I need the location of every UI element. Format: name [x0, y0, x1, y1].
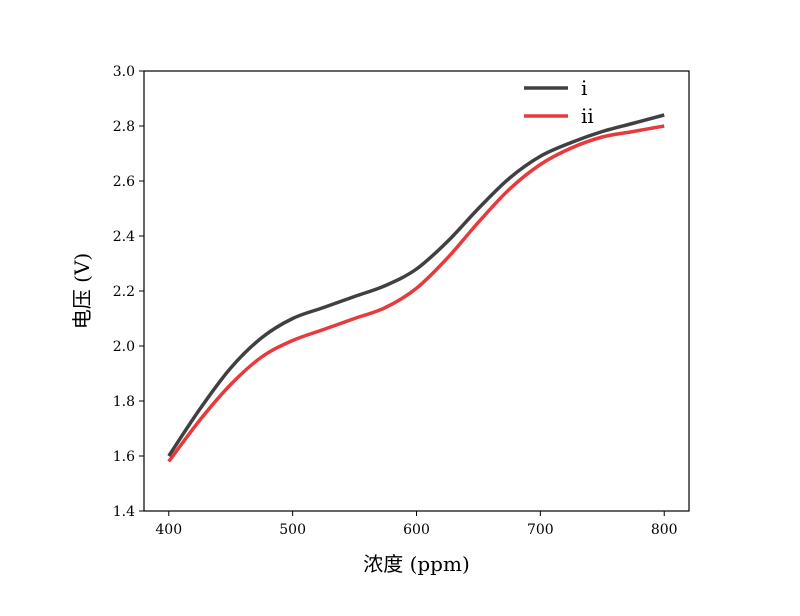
- x-tick-label-500: 500: [279, 522, 306, 538]
- x-tick-label-400: 400: [155, 522, 182, 538]
- y-tick-label-1.8: 1.8: [113, 394, 135, 410]
- y-tick-label-2.6: 2.6: [113, 174, 135, 190]
- y-tick-label-1.4: 1.4: [113, 504, 135, 520]
- axes: 400 500 600 700 800 1.4 1.6 1.8 2.0 2.2 2.4 2.6 2.8 3…: [113, 64, 690, 538]
- legend-label-i: i: [581, 76, 587, 100]
- series-line-i: [167, 113, 665, 457]
- legend-label-ii: ii: [581, 104, 594, 128]
- x-tick-label-700: 700: [527, 522, 554, 538]
- y-tick-label-2.4: 2.4: [113, 229, 135, 245]
- x-tick-label-800: 800: [651, 522, 678, 538]
- y-tick-label-1.6: 1.6: [113, 449, 135, 465]
- y-tick-label-2.2: 2.2: [113, 284, 135, 300]
- series-line-ii: [167, 124, 665, 463]
- y-tick-label-2.8: 2.8: [113, 119, 135, 135]
- legend: iii: [524, 76, 594, 128]
- x-axis-title: 浓度 (ppm): [363, 552, 470, 576]
- y-tick-label-2.0: 2.0: [113, 339, 135, 355]
- y-tick-label-3.0: 3.0: [113, 64, 135, 80]
- x-tick-label-600: 600: [403, 522, 430, 538]
- plot-area: [167, 113, 665, 463]
- y-axis-title: 电压 (V): [70, 253, 94, 329]
